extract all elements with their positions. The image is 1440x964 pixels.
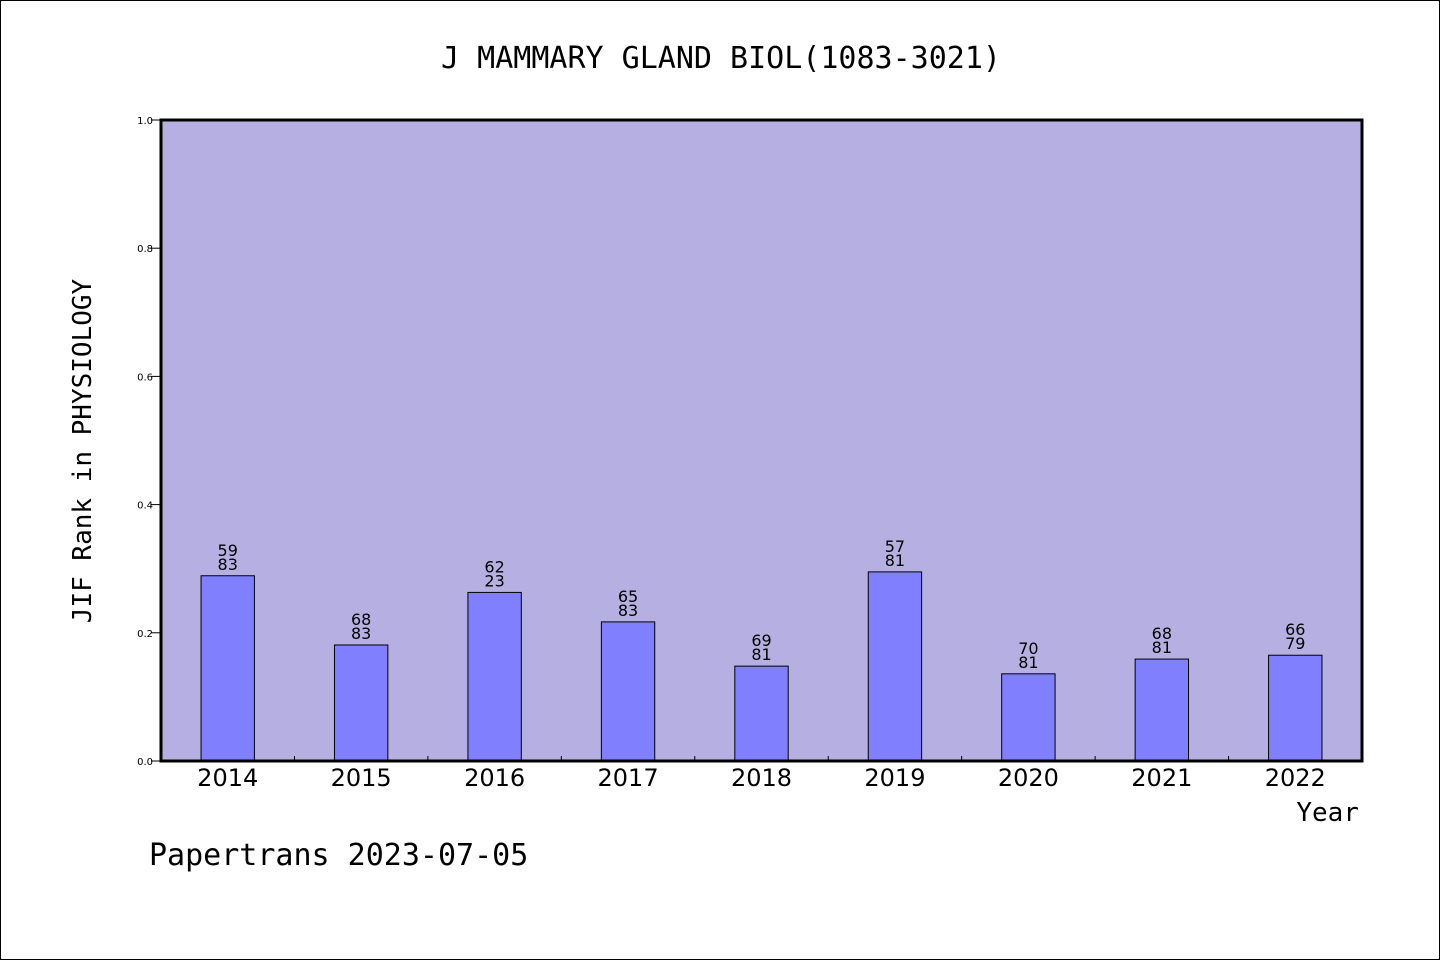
- y-tick-label-1.0: 1.0: [137, 116, 153, 127]
- bar-label-top-2019: 57: [885, 537, 905, 556]
- x-tick-label-2019: 2019: [864, 764, 925, 792]
- bar-label-bottom-2021: 81: [1152, 638, 1172, 657]
- y-tick-label-0.8: 0.8: [137, 244, 153, 255]
- bar-label-top-2018: 69: [751, 631, 771, 650]
- x-tick-label-2017: 2017: [598, 764, 659, 792]
- y-tick-label-0.4: 0.4: [137, 501, 153, 512]
- bar-2014: [200, 575, 255, 762]
- y-tick-label-0.6: 0.6: [137, 372, 153, 383]
- bar-label-top-2014: 59: [218, 541, 238, 560]
- bar-label-top-2016: 62: [484, 557, 504, 576]
- bar-label-bottom-2020: 81: [1018, 653, 1038, 672]
- bar-label-top-2017: 65: [618, 587, 638, 606]
- bar-label-bottom-2017: 83: [618, 601, 638, 620]
- bar-label-top-2020: 70: [1018, 639, 1038, 658]
- x-tick-label-2020: 2020: [998, 764, 1059, 792]
- x-tick-label-2016: 2016: [464, 764, 525, 792]
- bar-2020: [1001, 673, 1056, 762]
- bar-2021: [1134, 658, 1190, 762]
- y-tick-label-0.2: 0.2: [137, 629, 153, 640]
- bar-label-bottom-2015: 83: [351, 624, 371, 643]
- chart-title: J MAMMARY GLAND BIOL(1083-3021): [441, 41, 1001, 76]
- y-tick-label-0.0: 0.0: [137, 757, 153, 768]
- bar-2016: [467, 591, 522, 762]
- bar-label-bottom-2016: 23: [484, 571, 504, 590]
- x-tick-label-2014: 2014: [197, 764, 258, 792]
- bar-label-bottom-2018: 81: [751, 645, 771, 664]
- y-axis-label: JIF Rank in PHYSIOLOGY: [68, 278, 98, 623]
- bar-label-bottom-2019: 81: [885, 551, 905, 570]
- bar-2018: [734, 665, 789, 762]
- bar-2019: [867, 571, 923, 762]
- x-tick-label-2022: 2022: [1265, 764, 1326, 792]
- bar-2015: [333, 644, 389, 762]
- bar-label-top-2022: 66: [1285, 620, 1305, 639]
- bar-2022: [1268, 654, 1323, 762]
- x-axis-label: Year: [1296, 798, 1359, 828]
- x-tick-label-2018: 2018: [731, 764, 792, 792]
- x-tick-label-2021: 2021: [1131, 764, 1192, 792]
- footer-text: Papertrans 2023-07-05: [149, 838, 528, 873]
- plot-border: [159, 118, 1364, 763]
- bar-label-top-2015: 68: [351, 610, 371, 629]
- bar-2017: [600, 621, 656, 762]
- bar-label-bottom-2022: 79: [1285, 634, 1305, 653]
- bar-label-bottom-2014: 83: [218, 555, 238, 574]
- bar-label-top-2021: 68: [1152, 624, 1172, 643]
- x-tick-label-2015: 2015: [331, 764, 392, 792]
